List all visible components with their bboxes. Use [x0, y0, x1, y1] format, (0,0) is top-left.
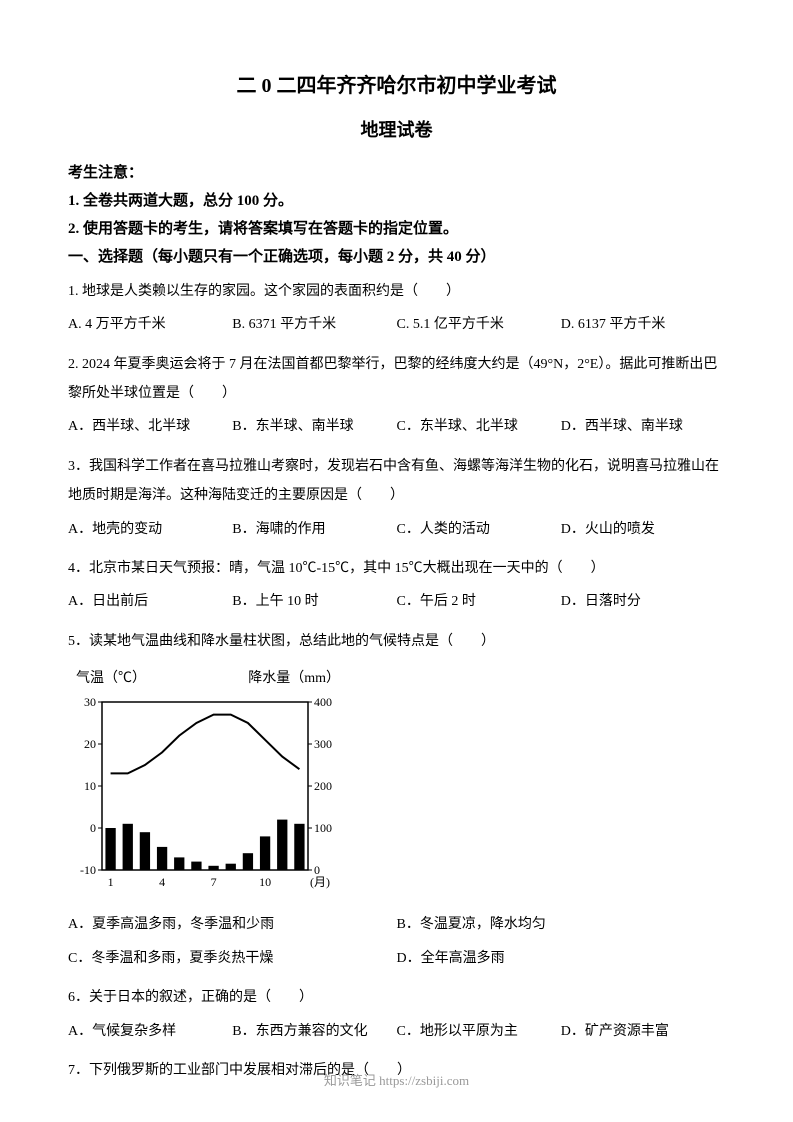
q4-option-c: C．午后 2 时	[397, 587, 561, 616]
svg-text:200: 200	[314, 779, 332, 793]
q4-option-b: B．上午 10 时	[232, 587, 396, 616]
svg-text:300: 300	[314, 737, 332, 751]
title-main: 二 0 二四年齐齐哈尔市初中学业考试	[68, 70, 725, 102]
svg-text:100: 100	[314, 821, 332, 835]
chart-precip-label: 降水量（mm）	[248, 668, 340, 690]
notice-1: 1. 全卷共两道大题，总分 100 分。	[68, 189, 725, 213]
section-1-header: 一、选择题（每小题只有一个正确选项，每小题 2 分，共 40 分）	[68, 245, 725, 269]
page-footer: 知识笔记 https://zsbiji.com	[0, 1071, 793, 1092]
notice-header: 考生注意：	[68, 161, 725, 185]
q5-option-d: D．全年高温多雨	[397, 944, 726, 973]
question-1-stem: 1. 地球是人类赖以生存的家园。这个家园的表面积约是（ ）	[68, 277, 725, 306]
q3-option-d: D．火山的喷发	[561, 515, 725, 544]
question-4-stem: 4．北京市某日天气预报：晴，气温 10℃-15℃，其中 15℃大概出现在一天中的…	[68, 554, 725, 583]
svg-text:30: 30	[84, 695, 96, 709]
q1-option-a: A. 4 万平方千米	[68, 310, 232, 339]
q6-option-c: C．地形以平原为主	[397, 1017, 561, 1046]
chart-temp-label: 气温（℃）	[76, 668, 146, 690]
q2-option-a: A．西半球、北半球	[68, 412, 232, 441]
question-2-stem: 2. 2024 年夏季奥运会将于 7 月在法国首都巴黎举行，巴黎的经纬度大约是（…	[68, 350, 725, 409]
q3-option-b: B．海啸的作用	[232, 515, 396, 544]
svg-text:10: 10	[259, 875, 271, 889]
q5-option-c: C．冬季温和多雨，夏季炎热干燥	[68, 944, 397, 973]
question-4: 4．北京市某日天气预报：晴，气温 10℃-15℃，其中 15℃大概出现在一天中的…	[68, 554, 725, 617]
svg-text:-10: -10	[80, 863, 96, 877]
q1-option-d: D. 6137 平方千米	[561, 310, 725, 339]
notice-2: 2. 使用答题卡的考生，请将答案填写在答题卡的指定位置。	[68, 217, 725, 241]
question-5-stem: 5．读某地气温曲线和降水量柱状图，总结此地的气候特点是（ ）	[68, 627, 725, 656]
question-5: 5．读某地气温曲线和降水量柱状图，总结此地的气候特点是（ ）	[68, 627, 725, 656]
question-3-stem: 3．我国科学工作者在喜马拉雅山考察时，发现岩石中含有鱼、海螺等海洋生物的化石，说…	[68, 452, 725, 511]
q3-option-c: C．人类的活动	[397, 515, 561, 544]
q6-option-d: D．矿产资源丰富	[561, 1017, 725, 1046]
svg-text:1: 1	[108, 875, 114, 889]
q5-option-b: B．冬温夏凉，降水均匀	[397, 910, 726, 939]
q1-option-b: B. 6371 平方千米	[232, 310, 396, 339]
question-1: 1. 地球是人类赖以生存的家园。这个家园的表面积约是（ ） A. 4 万平方千米…	[68, 277, 725, 340]
q5-option-a: A．夏季高温多雨，冬季温和少雨	[68, 910, 397, 939]
svg-text:4: 4	[159, 875, 165, 889]
question-6-stem: 6．关于日本的叙述，正确的是（ ）	[68, 983, 725, 1012]
svg-text:400: 400	[314, 695, 332, 709]
q4-option-a: A．日出前后	[68, 587, 232, 616]
question-2: 2. 2024 年夏季奥运会将于 7 月在法国首都巴黎举行，巴黎的经纬度大约是（…	[68, 350, 725, 442]
svg-text:7: 7	[211, 875, 217, 889]
title-sub: 地理试卷	[68, 116, 725, 145]
question-5-options: A．夏季高温多雨，冬季温和少雨 B．冬温夏凉，降水均匀 C．冬季温和多雨，夏季炎…	[68, 910, 725, 973]
q6-option-b: B．东西方兼容的文化	[232, 1017, 396, 1046]
question-6: 6．关于日本的叙述，正确的是（ ） A．气候复杂多样 B．东西方兼容的文化 C．…	[68, 983, 725, 1046]
climate-chart: 气温（℃） 降水量（mm） 3020100-104003002001000147…	[68, 668, 348, 894]
q3-option-a: A．地壳的变动	[68, 515, 232, 544]
svg-text:10: 10	[84, 779, 96, 793]
q2-option-d: D．西半球、南半球	[561, 412, 725, 441]
svg-text:20: 20	[84, 737, 96, 751]
q2-option-b: B．东半球、南半球	[232, 412, 396, 441]
svg-text:(月): (月)	[310, 875, 330, 889]
svg-text:0: 0	[90, 821, 96, 835]
question-3: 3．我国科学工作者在喜马拉雅山考察时，发现岩石中含有鱼、海螺等海洋生物的化石，说…	[68, 452, 725, 544]
q6-option-a: A．气候复杂多样	[68, 1017, 232, 1046]
q1-option-c: C. 5.1 亿平方千米	[397, 310, 561, 339]
climate-chart-svg: 3020100-10400300200100014710(月)	[68, 694, 348, 894]
q2-option-c: C．东半球、北半球	[397, 412, 561, 441]
q4-option-d: D．日落时分	[561, 587, 725, 616]
